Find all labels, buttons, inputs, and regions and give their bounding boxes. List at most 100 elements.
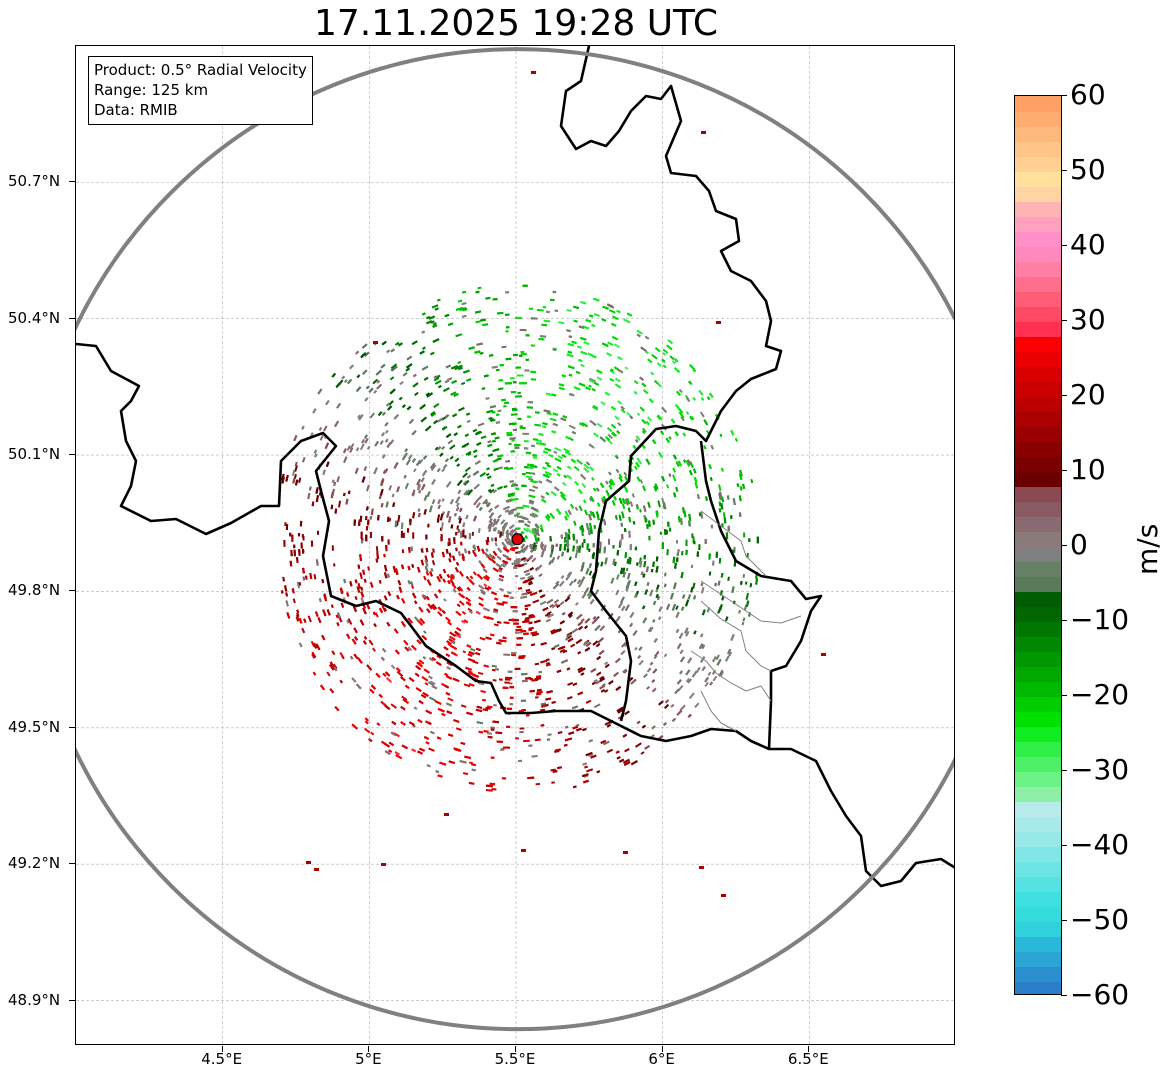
echo-bin xyxy=(425,741,430,745)
echo-bin xyxy=(755,578,759,585)
radar-map[interactable] xyxy=(75,45,955,1045)
echo-bin xyxy=(459,571,464,577)
echo-bin xyxy=(296,612,300,617)
echo-bin xyxy=(507,509,513,514)
echo-bin xyxy=(670,418,676,424)
echo-bin xyxy=(380,700,387,707)
echo-bin xyxy=(701,644,706,650)
echo-bin xyxy=(682,432,687,437)
echo-bin xyxy=(522,679,528,683)
echo-bin xyxy=(582,762,587,766)
echo-bin xyxy=(405,458,411,466)
echo-bin xyxy=(616,549,620,556)
echo-bin xyxy=(638,659,644,666)
echo-bin xyxy=(568,373,573,377)
echo-bin xyxy=(633,593,638,598)
echo-bin xyxy=(370,508,374,516)
echo-bin xyxy=(642,430,646,434)
echo-bin xyxy=(689,461,694,469)
echo-bin xyxy=(629,415,634,420)
echo-bin xyxy=(485,472,490,477)
echo-bin xyxy=(343,492,346,497)
echo-bin xyxy=(441,446,446,450)
echo-bin xyxy=(559,645,566,650)
echo-bin xyxy=(632,630,638,636)
echo-bin xyxy=(650,371,655,376)
echo-bin xyxy=(545,658,550,662)
echo-bin xyxy=(519,425,523,428)
echo-bin xyxy=(505,357,512,361)
echo-bin xyxy=(400,721,406,726)
echo-bin xyxy=(522,527,529,533)
echo-bin xyxy=(480,435,487,440)
echo-bin xyxy=(654,347,661,353)
echo-bin xyxy=(623,761,631,766)
echo-bin xyxy=(606,748,613,754)
echo-bin xyxy=(525,451,532,455)
echo-bin xyxy=(551,430,557,434)
echo-bin xyxy=(553,599,560,604)
echo-bin xyxy=(554,457,562,463)
echo-bin xyxy=(573,520,577,526)
echo-bin xyxy=(553,486,560,492)
echo-bin xyxy=(540,527,544,533)
echo-bin xyxy=(465,489,471,496)
echo-bin xyxy=(359,572,363,580)
echo-bin xyxy=(429,505,433,513)
echo-bin xyxy=(656,362,662,367)
echo-bin xyxy=(416,566,421,573)
echo-bin xyxy=(426,491,431,498)
echo-bin xyxy=(317,617,322,624)
echo-bin xyxy=(457,529,460,533)
echo-bin xyxy=(285,524,289,530)
map-canvas[interactable] xyxy=(76,46,955,1045)
echo-bin xyxy=(603,519,607,526)
echo-bin xyxy=(642,605,646,610)
echo-bin xyxy=(663,722,667,726)
echo-bin xyxy=(431,499,436,505)
echo-bin xyxy=(578,382,586,387)
echo-bin xyxy=(483,583,488,587)
echo-bin xyxy=(404,448,408,453)
echo-bin xyxy=(708,464,712,470)
echo-bin xyxy=(637,654,642,659)
echo-bin xyxy=(492,610,498,614)
echo-bin xyxy=(384,704,391,711)
echo-bin xyxy=(289,532,292,537)
echo-bin xyxy=(464,755,471,759)
echo-bin xyxy=(457,551,462,557)
echo-bin xyxy=(370,684,377,690)
echo-bin xyxy=(558,321,565,325)
echo-bin xyxy=(452,555,456,561)
echo-bin xyxy=(698,389,704,396)
echo-bin xyxy=(293,473,297,479)
echo-bin xyxy=(360,597,365,604)
echo-bin xyxy=(509,696,514,699)
echo-bin xyxy=(621,511,625,519)
echo-bin xyxy=(519,329,527,332)
echo-bin xyxy=(456,479,463,487)
echo-bin xyxy=(428,696,436,702)
echo-bin xyxy=(550,544,554,549)
echo-bin xyxy=(475,647,481,652)
echo-bin xyxy=(339,679,343,684)
echo-bin xyxy=(404,482,410,490)
echo-bin xyxy=(718,508,722,513)
echo-bin xyxy=(330,604,334,608)
echo-bin xyxy=(541,498,547,504)
echo-bin xyxy=(591,388,596,392)
echo-bin xyxy=(461,553,465,559)
echo-bin xyxy=(622,668,628,674)
echo-bin xyxy=(528,477,534,481)
echo-bin xyxy=(450,644,458,651)
echo-bin xyxy=(366,484,370,492)
echo-bin xyxy=(650,568,654,573)
echo-bin xyxy=(445,548,449,554)
echo-bin xyxy=(565,532,569,539)
echo-bin xyxy=(581,593,587,599)
echo-bin xyxy=(542,466,547,470)
echo-bin xyxy=(423,494,428,501)
echo-bin xyxy=(483,615,490,620)
echo-bin xyxy=(530,506,538,512)
echo-bin xyxy=(574,601,579,606)
